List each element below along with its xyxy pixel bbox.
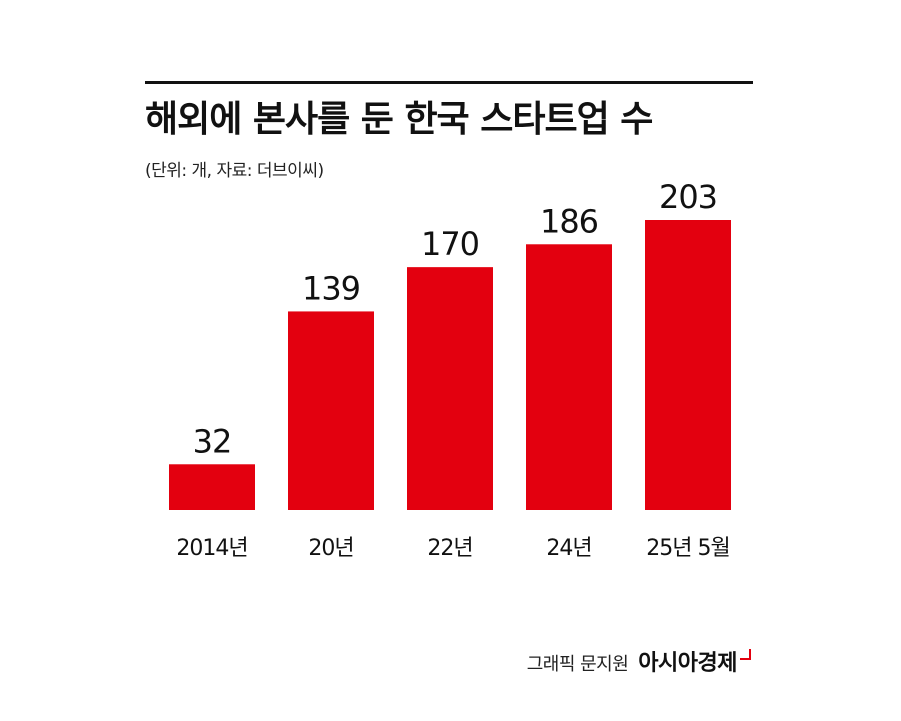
bar-3 <box>526 244 612 511</box>
category-label-1: 20년 <box>308 536 353 561</box>
chart-title: 해외에 본사를 둔 한국 스타트업 수 <box>145 99 653 140</box>
value-label-1: 139 <box>302 269 360 307</box>
bar-2 <box>407 267 493 510</box>
value-label-0: 32 <box>193 422 232 460</box>
brand-name: 아시아경제 <box>638 651 737 676</box>
value-label-3: 186 <box>540 202 598 240</box>
footer-credit: 그래픽 문지원 아시아경제 <box>527 645 751 677</box>
bar-1 <box>288 311 374 510</box>
value-label-2: 170 <box>421 225 479 263</box>
bar-0 <box>169 464 255 510</box>
top-rule <box>145 81 753 84</box>
brand-mark-icon <box>740 649 751 660</box>
value-label-4: 203 <box>659 178 717 216</box>
graphic-credit: 그래픽 문지원 <box>526 654 629 675</box>
category-label-4: 25년 5월 <box>646 536 729 561</box>
brand-logo: 아시아경제 <box>638 645 751 677</box>
category-label-3: 24년 <box>546 536 591 561</box>
chart-subtitle: (단위: 개, 자료: 더브이씨) <box>145 161 324 181</box>
category-label-2: 22년 <box>427 536 472 561</box>
category-label-0: 2014년 <box>176 536 247 561</box>
bar-4 <box>645 220 731 510</box>
